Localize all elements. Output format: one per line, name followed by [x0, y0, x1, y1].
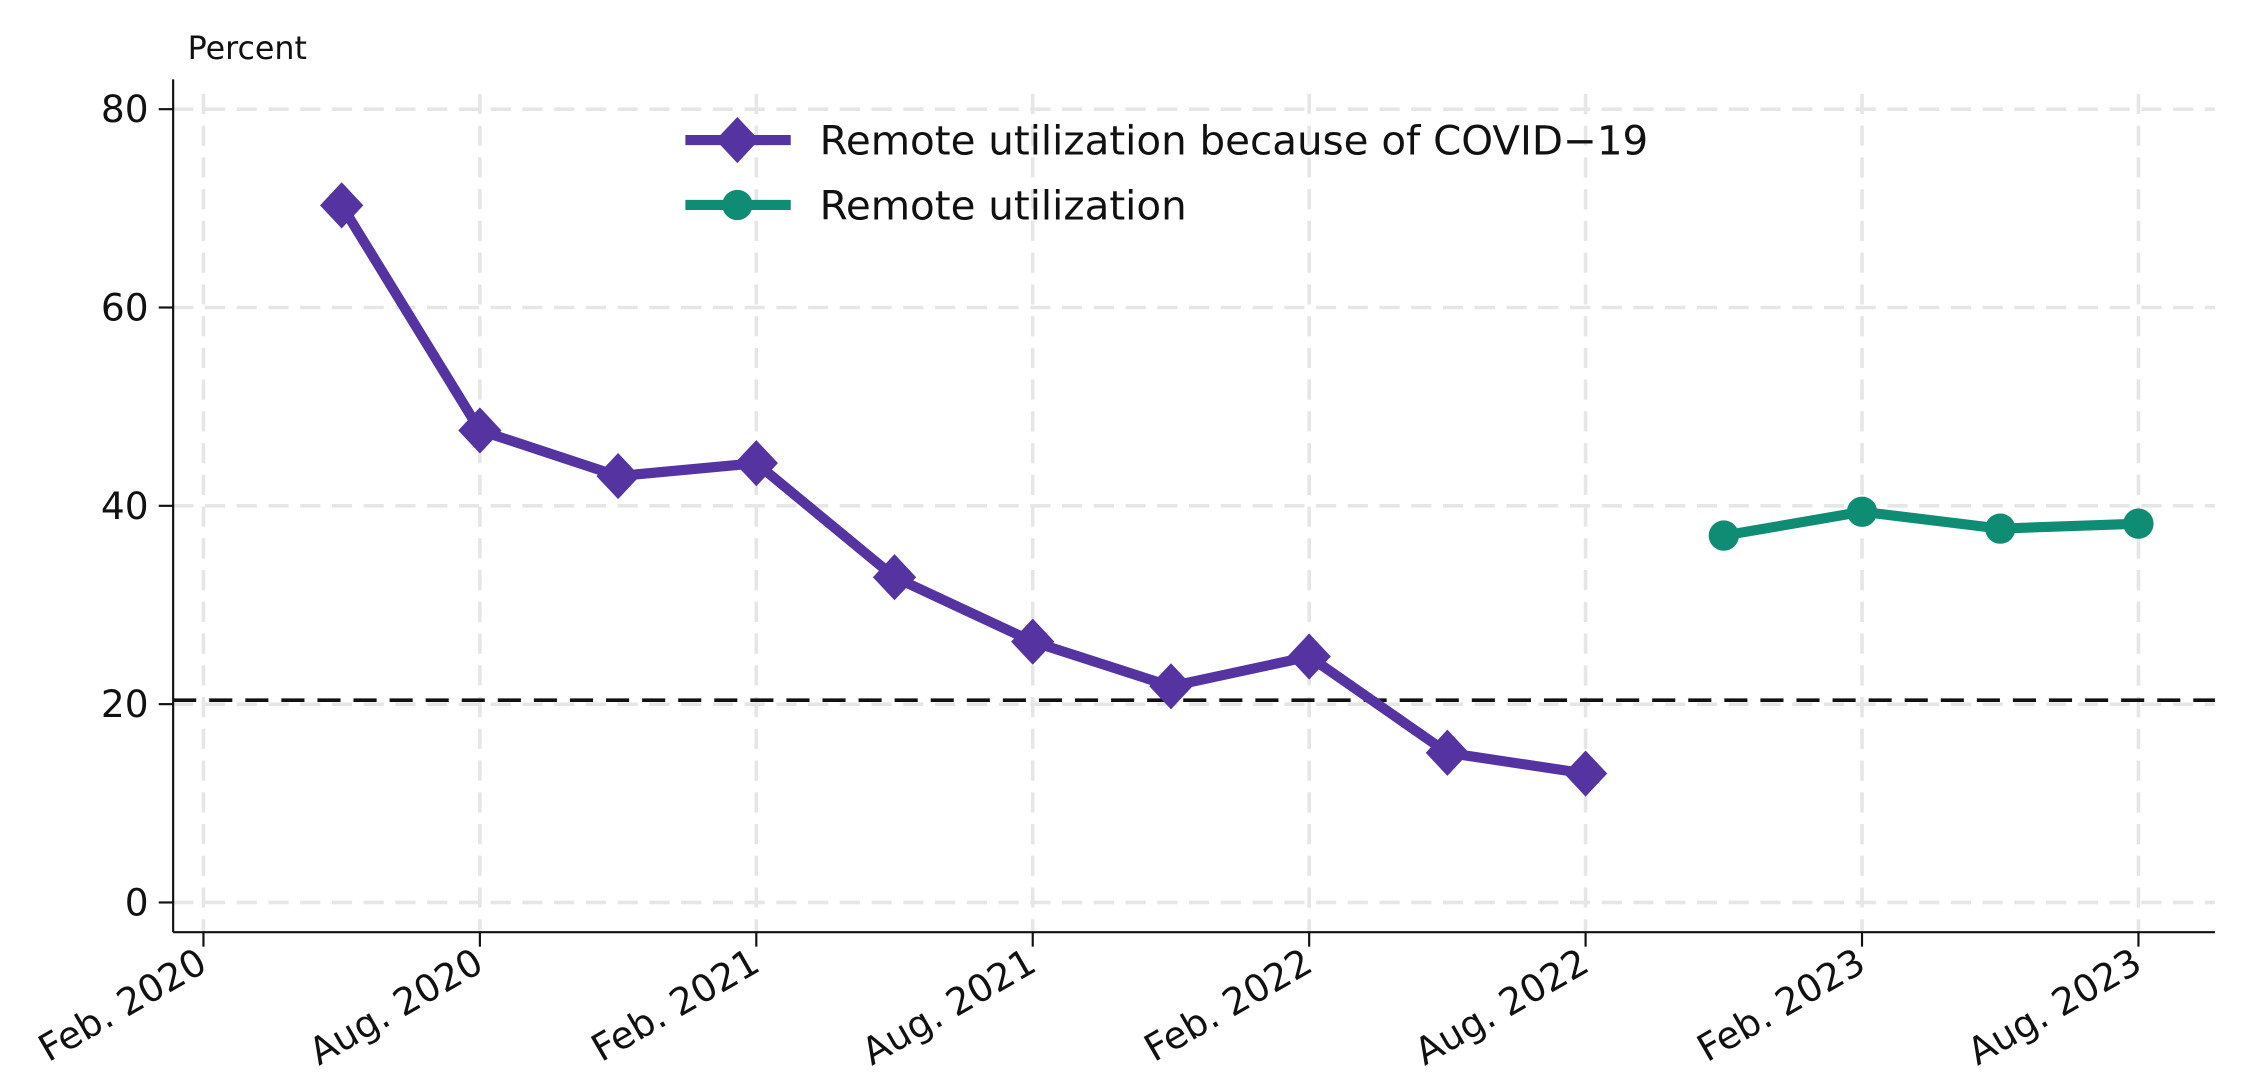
marker — [1149, 663, 1193, 710]
x-tick-label: Aug. 2022 — [1407, 939, 1596, 1073]
marker — [1985, 513, 2016, 544]
legend-label: Remote utilization because of COVID−19 — [820, 116, 1649, 164]
marker — [458, 407, 502, 454]
y-tick-label: 60 — [101, 285, 149, 329]
marker — [722, 189, 753, 221]
legend-item: Remote utilization — [685, 181, 1187, 229]
y-tick-label: 0 — [125, 880, 149, 924]
grid — [173, 93, 2215, 933]
marker — [1846, 496, 1878, 527]
marker — [1011, 618, 1055, 665]
y-tick-label: 80 — [101, 87, 149, 131]
x-tick-label: Aug. 2020 — [301, 939, 490, 1073]
legend-label: Remote utilization — [820, 181, 1187, 229]
marker — [1563, 750, 1608, 797]
x-tick-label: Feb. 2023 — [1689, 939, 1872, 1070]
marker — [2123, 508, 2154, 539]
marker — [715, 116, 759, 164]
y-tick-label: 20 — [101, 682, 149, 726]
x-tick-label: Aug. 2021 — [854, 939, 1043, 1073]
marker — [320, 182, 364, 229]
marker — [1425, 729, 1470, 776]
y-tick-label: 40 — [101, 484, 149, 528]
x-tick-label: Feb. 2022 — [1137, 939, 1320, 1070]
x-tick-label: Feb. 2020 — [31, 939, 214, 1070]
marker — [1708, 520, 1739, 551]
x-tick-label: Aug. 2023 — [1960, 939, 2149, 1073]
legend-item: Remote utilization because of COVID−19 — [685, 116, 1648, 164]
x-tick-label: Feb. 2021 — [584, 939, 767, 1070]
series-line — [337, 202, 1587, 779]
series-line — [1722, 506, 2139, 541]
y-axis-label: Percent — [188, 31, 307, 67]
marker — [596, 452, 640, 500]
